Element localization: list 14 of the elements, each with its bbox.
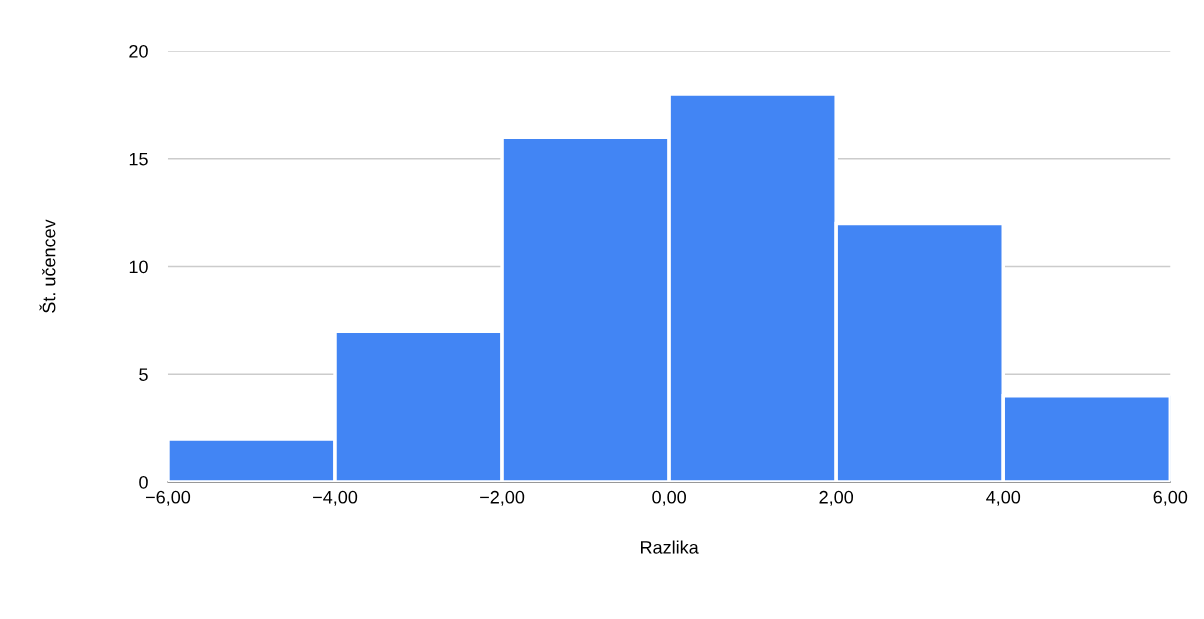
y-tick-label: 5	[139, 368, 148, 381]
y-tick-label: 15	[129, 152, 148, 166]
x-tick-label: 0,00	[652, 490, 686, 506]
y-tick-label: 10	[129, 260, 148, 274]
x-tick-label: −6,00	[146, 490, 191, 506]
x-tick-label: 6,00	[1153, 490, 1188, 506]
x-tick-label: −4,00	[313, 490, 358, 506]
x-axis-title: Razlika	[641, 540, 699, 554]
y-tick-label: 20	[129, 44, 148, 58]
x-tick-label: 4,00	[986, 490, 1021, 506]
x-tick-label: −2,00	[480, 490, 525, 506]
x-tick-label: 2,00	[819, 490, 854, 506]
y-axis-title: Št. učencev	[39, 219, 56, 313]
y-tick-label: 0	[139, 475, 148, 489]
